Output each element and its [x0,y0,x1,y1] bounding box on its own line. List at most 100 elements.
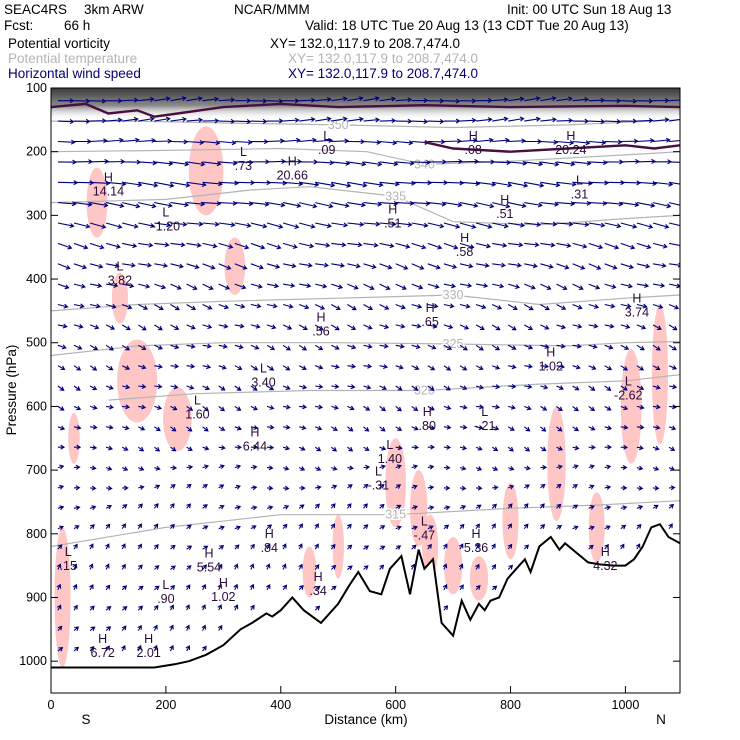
wind-vector [524,161,544,167]
wind-vector [604,242,620,250]
extremum-type: L [421,514,428,528]
extremum-value: .15 [60,559,77,573]
wind-vector [105,365,114,371]
wind-vector [588,444,596,450]
wind-vector [90,98,107,104]
wind-vector [411,323,422,329]
wind-vector [218,323,229,329]
wind-vector [217,604,223,611]
wind-vector [379,385,387,391]
extremum-type: H [500,193,509,207]
wind-vector [395,160,415,166]
wind-vector [234,544,240,550]
wind-vector [202,304,213,310]
wind-vector [266,242,282,250]
wind-vector [507,344,517,350]
wind-vector [556,161,576,167]
wind-vector [234,222,252,228]
wind-vector [491,304,503,310]
x-tick-label: 800 [500,698,521,712]
wind-vector [105,563,110,570]
wind-vector [540,139,559,145]
wind-vector [314,324,324,331]
wind-vector [443,283,457,289]
wind-vector [73,626,80,632]
wind-vector [524,363,533,369]
wind-vector [556,221,574,227]
wind-vector [299,262,313,268]
y-axis-title: Pressure (hPa) [4,345,19,436]
pv-shade-patch [502,482,519,560]
extremum-value: 6.44 [243,439,267,453]
wind-vector [652,242,668,249]
wind-vector [282,465,290,471]
wind-vector [89,365,98,371]
wind-vector [154,324,163,331]
wind-vector [186,139,205,145]
wind-vector [105,202,125,209]
wind-vector [89,405,98,410]
wind-vector [154,426,161,432]
wind-vector [250,505,258,511]
extremum-value: .80 [419,419,436,433]
wind-vector [604,159,624,165]
wind-vector [331,262,345,268]
wind-vector [363,446,370,451]
wind-vector [250,604,255,611]
theta-contour [51,294,680,312]
wind-vector [669,99,680,102]
x-tick-label: 1000 [612,698,640,712]
wind-vector [411,263,425,270]
wind-vector [443,138,462,144]
wind-vector [588,405,596,412]
wind-vector [347,161,367,167]
wind-vector [652,159,673,165]
wind-vector [298,446,306,451]
wind-vector [137,585,144,591]
wind-vector [234,405,242,411]
wind-vector [459,282,473,289]
wind-vector [121,645,126,652]
wind-vector [202,405,209,412]
wind-vector [299,97,316,103]
wind-vector [572,303,583,310]
wind-vector [266,543,271,550]
wind-vector [588,140,607,146]
wind-vector [122,202,141,209]
wind-vector [89,605,95,611]
wind-vector [315,262,329,268]
wind-vector [668,283,680,289]
wind-vector [427,385,435,391]
wind-vector [459,505,467,510]
extremum-value: 5.36 [464,541,488,555]
wind-vector [475,446,483,451]
wind-vector [185,624,190,631]
wind-vector [427,283,440,289]
wind-vector [379,96,397,102]
wind-vector [475,584,481,591]
wind-vector [137,564,143,570]
wind-vector [266,118,284,124]
wind-vector [459,365,468,371]
wind-vector [283,117,300,123]
wind-vector [669,404,677,410]
wind-vector [588,505,595,510]
wind-vector [250,303,262,309]
wind-vector [458,563,464,570]
fcst-label: Fcst: [4,18,34,33]
wind-vector [588,323,599,329]
wind-vector [106,282,119,289]
wind-vector [218,222,236,228]
wind-vector [363,96,380,102]
wind-vector [331,383,340,389]
wind-vector [122,384,131,390]
wind-vector [411,525,418,531]
wind-vector [73,646,80,652]
wind-vector [90,158,110,164]
wind-vector [153,543,159,550]
wind-vector [572,283,584,290]
wind-vector [315,116,332,122]
wind-vector [73,159,94,165]
wind-vector [121,606,128,611]
wind-vector [588,484,595,490]
